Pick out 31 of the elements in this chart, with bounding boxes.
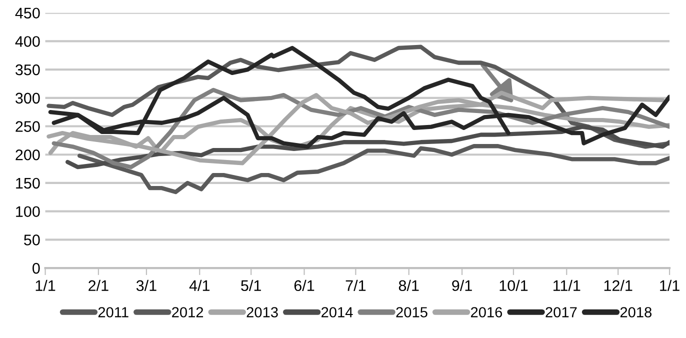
x-tick-label: 1/1: [36, 280, 56, 292]
legend-label: 2016: [470, 307, 502, 318]
y-tick-label: 150: [16, 178, 40, 189]
x-tick-label: 2/1: [88, 280, 108, 292]
y-tick-label: 100: [16, 206, 40, 218]
legend-label: 2017: [546, 307, 577, 318]
x-tick-label: 12/1: [604, 280, 632, 292]
x-tick-label: 11/1: [554, 280, 580, 292]
legend-label: 2014: [322, 307, 353, 318]
x-tick-label: 4/1: [189, 280, 210, 292]
x-tick-label: 7/1: [346, 280, 366, 292]
x-tick-label: 5/1: [241, 280, 261, 292]
y-tick-label: 200: [16, 149, 40, 160]
legend-label: 2012: [172, 307, 204, 318]
x-tick-label: 9/1: [452, 280, 472, 292]
y-tick-label: 450: [15, 8, 40, 19]
x-tick-label: 1/1: [660, 280, 680, 292]
x-tick-label: 3/1: [136, 280, 156, 292]
y-tick-label: 50: [24, 234, 40, 246]
y-tick-label: 400: [15, 36, 40, 47]
y-tick-label: 0: [32, 262, 40, 274]
y-tick-label: 300: [16, 92, 40, 104]
legend-label: 2015: [396, 307, 428, 318]
y-tick-label: 250: [16, 121, 40, 132]
legend-label: 2018: [620, 307, 652, 318]
x-tick-label: 6/1: [294, 280, 314, 292]
legend-label: 2011: [98, 307, 128, 318]
legend-label: 2013: [246, 307, 278, 318]
x-tick-label: 10/1: [500, 280, 528, 292]
x-tick-label: 8/1: [398, 280, 419, 292]
y-tick-label: 350: [16, 64, 40, 76]
